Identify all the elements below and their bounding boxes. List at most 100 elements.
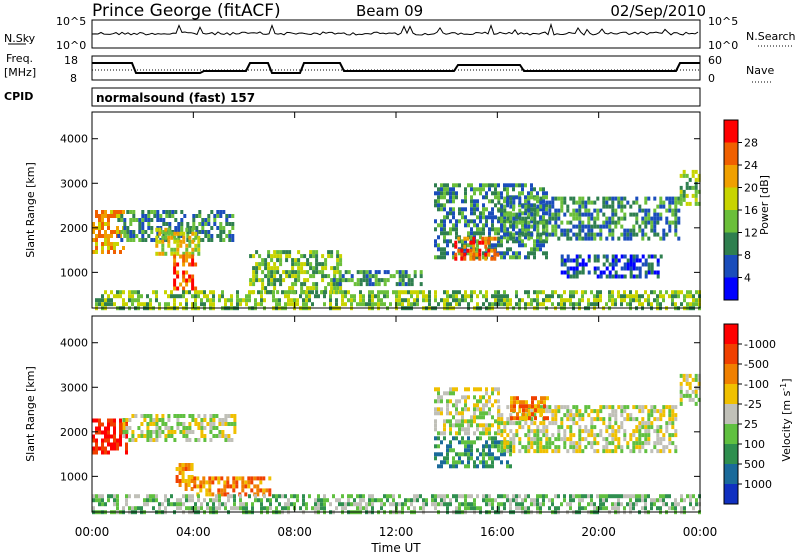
velocity-region-5: [434, 436, 512, 469]
velocity-axes: 1000 2000 3000 4000: [60, 316, 701, 512]
velocity-colorbar-tick-label-0: 1000: [744, 478, 772, 491]
velocity-colorbar-segment-5: [724, 384, 738, 404]
power-colorbar-tick-label-1: 8: [744, 249, 751, 262]
velocity-region-2: [175, 463, 194, 491]
velocity-colorbar-segment-7: [724, 344, 738, 364]
beam-label: Beam 09: [356, 2, 423, 20]
noise-left-tick-top: 10^5: [56, 15, 86, 28]
power-colorbar-segment-0: [724, 277, 738, 300]
power-colorbar-tick-label-6: 28: [744, 137, 758, 150]
velocity-ytick-label-1: 2000: [60, 426, 88, 439]
velocity-data-layer: [92, 373, 701, 515]
power-region-8: [454, 236, 500, 261]
velocity-colorbar-segment-2: [724, 444, 738, 464]
velocity-region-3: [193, 476, 272, 497]
power-ytick-label-3: 4000: [60, 133, 88, 146]
power-data-layer: [92, 169, 701, 311]
velocity-region-7: [497, 405, 678, 454]
noise-search-label: N.Search: [746, 30, 796, 43]
power-colorbar-tick-label-5: 24: [744, 159, 758, 172]
noise-sky-line: [91, 22, 699, 36]
power-ylabel: Slant Range [km]: [24, 162, 37, 258]
velocity-ytick-label-0: 1000: [60, 470, 88, 483]
power-colorbar-segment-5: [724, 165, 738, 188]
velocity-ylabel: Slant Range [km]: [24, 366, 37, 462]
power-region-9: [497, 196, 681, 241]
velocity-region-1: [122, 414, 237, 442]
velocity-colorbar: 1000 500 100 25 -25 -100 -500 -1000: [723, 323, 776, 505]
nave-tick-bottom: 0: [708, 72, 715, 85]
power-colorbar-segment-4: [724, 187, 738, 210]
x-tick-label-6: 00:00: [683, 525, 718, 539]
velocity-region-8: [510, 396, 549, 421]
velocity-colorbar-frame: [723, 323, 739, 505]
power-region-6: [95, 290, 701, 311]
nave-tick-top: 60: [708, 54, 722, 67]
power-region-2: [155, 227, 201, 256]
velocity-colorbar-segment-0: [724, 484, 738, 504]
velocity-colorbar-tick-label-3: 25: [744, 418, 758, 431]
x-tick-label-5: 20:00: [581, 525, 616, 539]
power-region-11: [679, 169, 701, 206]
velocity-colorbar-tick-label-6: -500: [744, 358, 769, 371]
noise-right-tick-bottom: 10^0: [708, 39, 738, 52]
velocity-colorbar-tick-label-2: 100: [744, 438, 765, 451]
power-colorbar-label: Power [dB]: [758, 175, 771, 235]
velocity-region-9: [679, 373, 701, 406]
x-axis-labels: 00:00 04:00 08:00 12:00 16:00 20:00 00:00: [75, 525, 718, 539]
velocity-ytick-label-3: 4000: [60, 337, 88, 350]
power-colorbar-tick-label-0: 4: [744, 272, 751, 285]
x-tick-label-4: 16:00: [480, 525, 515, 539]
freq-tick-top: 18: [64, 54, 78, 67]
power-colorbar-tick-label-3: 16: [744, 204, 758, 217]
nave-label: Nave: [746, 64, 774, 77]
velocity-colorbar-segment-8: [724, 324, 738, 344]
power-region-5: [332, 270, 423, 287]
power-colorbar: 4 8 12 16 20 24 28: [723, 119, 758, 301]
power-colorbar-segment-6: [724, 142, 738, 165]
velocity-ytick-label-2: 3000: [60, 381, 88, 394]
velocity-colorbar-tick-label-4: -25: [744, 398, 762, 411]
noise-sky-label: N.Sky: [4, 32, 36, 45]
velocity-region-6: [434, 387, 500, 436]
freq-unit: [MHz]: [4, 66, 36, 79]
noise-left-tick-bottom: 10^0: [56, 39, 86, 52]
velocity-colorbar-tick-label-1: 500: [744, 458, 765, 471]
freq-panel-frame: [91, 55, 701, 81]
x-axis-title: Time UT: [370, 541, 421, 554]
velocity-colorbar-segment-6: [724, 364, 738, 384]
power-region-10: [560, 254, 663, 279]
power-colorbar-segment-1: [724, 255, 738, 278]
power-colorbar-tick-label-4: 20: [744, 182, 758, 195]
date-label: 02/Sep/2010: [610, 2, 706, 20]
noise-right-tick-top: 10^5: [708, 15, 738, 28]
power-axes: 1000 2000 3000 4000: [60, 112, 701, 308]
power-region-7: [434, 183, 548, 260]
velocity-colorbar-segment-4: [724, 404, 738, 424]
power-ytick-label-2: 3000: [60, 177, 88, 190]
power-ytick-label-1: 2000: [60, 222, 88, 235]
x-tick-label-1: 04:00: [176, 525, 211, 539]
velocity-colorbar-tick-label-5: -100: [744, 378, 769, 391]
cpid-label: CPID: [4, 90, 33, 103]
velocity-colorbar-tick-label-7: -1000: [744, 338, 776, 351]
power-colorbar-tick-label-2: 12: [744, 227, 758, 240]
velocity-colorbar-segment-1: [724, 464, 738, 484]
power-region-4: [249, 250, 343, 295]
freq-line: [92, 62, 700, 74]
x-tick-label-0: 00:00: [75, 525, 110, 539]
cpid-panel-frame: [91, 87, 701, 107]
x-tick-label-2: 08:00: [277, 525, 312, 539]
velocity-colorbar-segment-3: [724, 424, 738, 444]
power-colorbar-segment-3: [724, 210, 738, 233]
x-tick-label-3: 12:00: [379, 525, 414, 539]
freq-label: Freq.: [6, 52, 33, 65]
velocity-colorbar-label: Velocity [m s-1]: [779, 378, 793, 461]
power-colorbar-segment-2: [724, 232, 738, 255]
power-ytick-label-0: 1000: [60, 266, 88, 279]
power-colorbar-segment-7: [724, 120, 738, 143]
freq-tick-bottom: 8: [70, 72, 77, 85]
cpid-value: normalsound (fast) 157: [96, 91, 255, 105]
